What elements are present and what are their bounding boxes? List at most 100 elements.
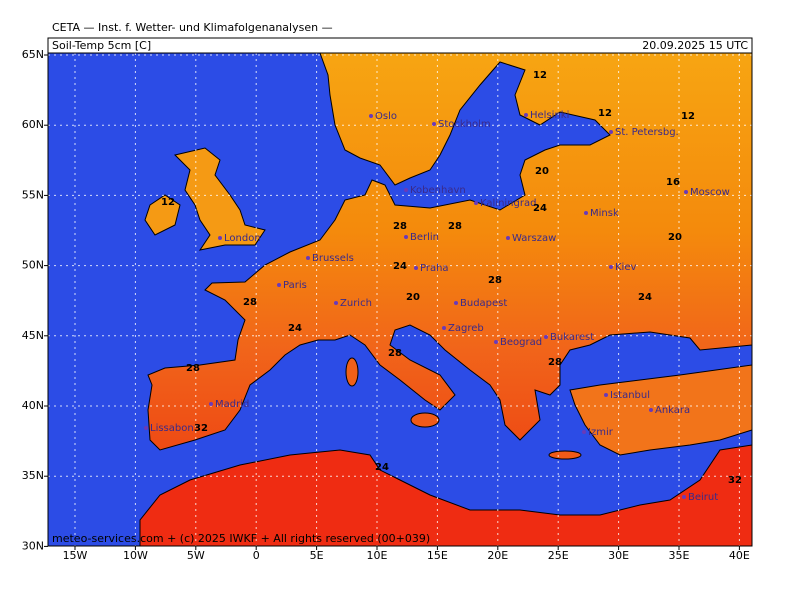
land-corsica-sardinia — [345, 357, 359, 387]
city-marker — [544, 335, 548, 339]
city-label: Kiev — [615, 262, 636, 273]
lat-label: 65N — [22, 48, 44, 61]
land-britain — [174, 147, 266, 251]
contour-label: 24 — [288, 323, 302, 334]
city-marker — [432, 122, 436, 126]
lat-label: 60N — [22, 118, 44, 131]
lat-label: 40N — [22, 399, 44, 412]
city-marker — [369, 114, 373, 118]
contour-label: 12 — [161, 197, 175, 208]
city-label: Kobenhavn — [410, 185, 466, 196]
city-label: Zurich — [340, 298, 372, 309]
contour-label: 20 — [406, 292, 420, 303]
lon-label: 5E — [310, 549, 324, 562]
lat-label: 55N — [22, 188, 44, 201]
header-title: CETA — Inst. f. Wetter- und Klimafolgena… — [52, 21, 333, 34]
city-label: Kaliningrad — [480, 198, 536, 209]
city-label: Beirut — [688, 492, 718, 503]
city-label: Moscow — [690, 187, 730, 198]
city-marker — [334, 301, 338, 305]
lon-label: 40E — [729, 549, 750, 562]
city-label: Bukarest — [550, 332, 594, 343]
lat-label: 50N — [22, 259, 44, 272]
contour-label: 24 — [393, 261, 407, 272]
city-label: Brussels — [312, 253, 354, 264]
contour-label: 20 — [535, 166, 549, 177]
city-marker — [454, 301, 458, 305]
city-marker — [144, 426, 148, 430]
city-label: Warszaw — [512, 233, 556, 244]
lat-label: 35N — [22, 469, 44, 482]
contour-label: 28 — [388, 348, 402, 359]
city-marker — [604, 393, 608, 397]
city-marker — [306, 256, 310, 260]
city-label: Madrid — [215, 399, 249, 410]
lon-label: 0 — [253, 549, 260, 562]
lon-label: 10W — [123, 549, 148, 562]
city-label: Budapest — [460, 298, 507, 309]
city-label: St. Petersbg. — [615, 127, 679, 138]
land-europe — [147, 53, 752, 451]
graticule — [48, 53, 752, 546]
city-label: Paris — [283, 280, 307, 291]
city-marker — [582, 430, 586, 434]
city-label: Praha — [420, 263, 449, 274]
lon-label: 30E — [608, 549, 629, 562]
city-label: Helsinki — [530, 110, 569, 121]
land-africa — [139, 444, 752, 546]
contour-label: 28 — [243, 297, 257, 308]
contour-label: 28 — [393, 221, 407, 232]
city-marker — [404, 188, 408, 192]
city-marker — [682, 495, 686, 499]
city-marker — [524, 113, 528, 117]
contour-label: 12 — [598, 108, 612, 119]
footer: meteo-services.com + (c) 2025 IWKF + All… — [52, 532, 430, 545]
land-anatolia — [569, 364, 752, 456]
contour-label: 32 — [728, 475, 742, 486]
city-marker — [442, 326, 446, 330]
city-marker — [474, 201, 478, 205]
city-label: Izmir — [588, 427, 614, 438]
city-label: Lissabon — [150, 423, 194, 434]
contour-label: 20 — [668, 232, 682, 243]
contour-label: 28 — [488, 275, 502, 286]
city-marker — [494, 340, 498, 344]
city-marker — [277, 283, 281, 287]
contour-label: 32 — [194, 423, 208, 434]
city-marker — [684, 190, 688, 194]
city-label: Beograd — [500, 337, 542, 348]
city-marker — [209, 402, 213, 406]
contour-label: 24 — [375, 462, 389, 473]
city-marker — [609, 130, 613, 134]
city-marker — [506, 236, 510, 240]
lon-label: 10E — [367, 549, 388, 562]
city-label: Berlin — [410, 232, 439, 243]
city-marker — [414, 266, 418, 270]
city-marker — [649, 408, 653, 412]
lon-label: 15W — [63, 549, 88, 562]
contour-label: 28 — [548, 357, 562, 368]
contour-label: 12 — [681, 111, 695, 122]
lon-label: 20E — [487, 549, 508, 562]
land-crete — [548, 450, 582, 460]
land-ireland — [144, 194, 181, 236]
city-label: Oslo — [375, 111, 397, 122]
contour-label: 28 — [448, 221, 462, 232]
contour-label: 28 — [186, 363, 200, 374]
lon-label: 35E — [669, 549, 690, 562]
city-label: Istanbul — [610, 390, 650, 401]
map-frame — [47, 52, 753, 547]
city-label: London — [224, 233, 261, 244]
lat-label: 30N — [22, 539, 44, 552]
city-label: Ankara — [655, 405, 690, 416]
city-marker — [218, 236, 222, 240]
contour-label: 24 — [638, 292, 652, 303]
valid-time: 20.09.2025 15 UTC — [642, 39, 748, 52]
axes: 65N 60N 55N 50N 45N 40N 35N 30N 15W 10W 5W 0 5E 10E 15… — [22, 48, 750, 562]
contour-label: 16 — [666, 177, 680, 188]
city-label: Zagreb — [448, 323, 484, 334]
map-labels: Oslo Stockholm Helsinki St. Petersbg. Kobenh… — [144, 70, 742, 503]
lat-label: 45N — [22, 329, 44, 342]
lon-label: 15E — [427, 549, 448, 562]
